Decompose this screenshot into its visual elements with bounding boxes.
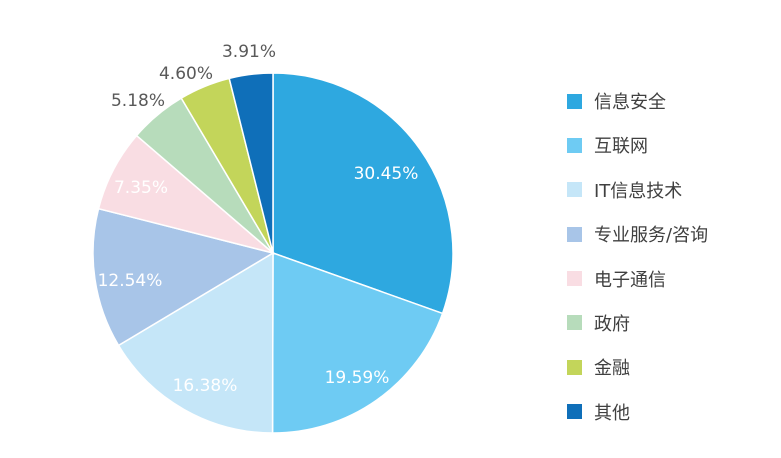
data-label-5: 7.35% <box>114 178 168 198</box>
legend-label: 电子通信 <box>594 269 666 291</box>
data-label-7: 4.60% <box>159 64 213 84</box>
legend-swatch <box>567 271 582 287</box>
legend-swatch <box>567 315 582 331</box>
pie-slice-1[interactable] <box>272 72 454 315</box>
legend-label: 信息安全 <box>594 92 666 113</box>
legend-label: 专业服务/咨询 <box>594 225 709 247</box>
data-label-4: 12.54% <box>98 271 163 291</box>
pie-slice-8[interactable] <box>228 72 274 254</box>
pie-slice-3[interactable] <box>117 251 274 434</box>
legend-label: 其他 <box>594 402 630 424</box>
legend-item-金融[interactable]: 金融 <box>567 352 708 382</box>
legend-label: IT信息技术 <box>594 180 683 202</box>
legend-swatch <box>567 226 582 242</box>
data-label-6: 5.18% <box>111 91 165 111</box>
legend-swatch <box>567 404 582 420</box>
legend-label: 政府 <box>594 313 630 335</box>
legend-item-政府[interactable]: 政府 <box>567 308 708 338</box>
legend-swatch <box>567 359 582 375</box>
pie-slice-4[interactable] <box>92 207 275 347</box>
legend-item-互联网[interactable]: 互联网 <box>567 130 708 160</box>
legend-item-专业服务咨询[interactable]: 专业服务/咨询 <box>567 219 708 249</box>
legend-swatch <box>567 93 582 109</box>
legend-item-电子通信[interactable]: 电子通信 <box>567 264 708 294</box>
legend-label: 金融 <box>594 358 630 380</box>
data-label-8: 3.91% <box>222 42 276 62</box>
legend: 信息安全 互联网 IT信息技术 专业服务/咨询 电子通信 政府 金融 其他 <box>567 86 708 441</box>
data-label-1: 30.45% <box>354 164 419 184</box>
legend-item-信息安全[interactable]: 信息安全 <box>567 86 708 116</box>
legend-swatch <box>567 137 582 153</box>
pie-slice-2[interactable] <box>271 251 444 434</box>
legend-item-it信息技术[interactable]: IT信息技术 <box>567 175 708 205</box>
legend-label: 互联网 <box>594 136 648 158</box>
data-label-3: 16.38% <box>173 376 238 396</box>
legend-item-其他[interactable]: 其他 <box>567 397 708 427</box>
data-label-2: 19.59% <box>325 368 390 388</box>
legend-swatch <box>567 182 582 198</box>
